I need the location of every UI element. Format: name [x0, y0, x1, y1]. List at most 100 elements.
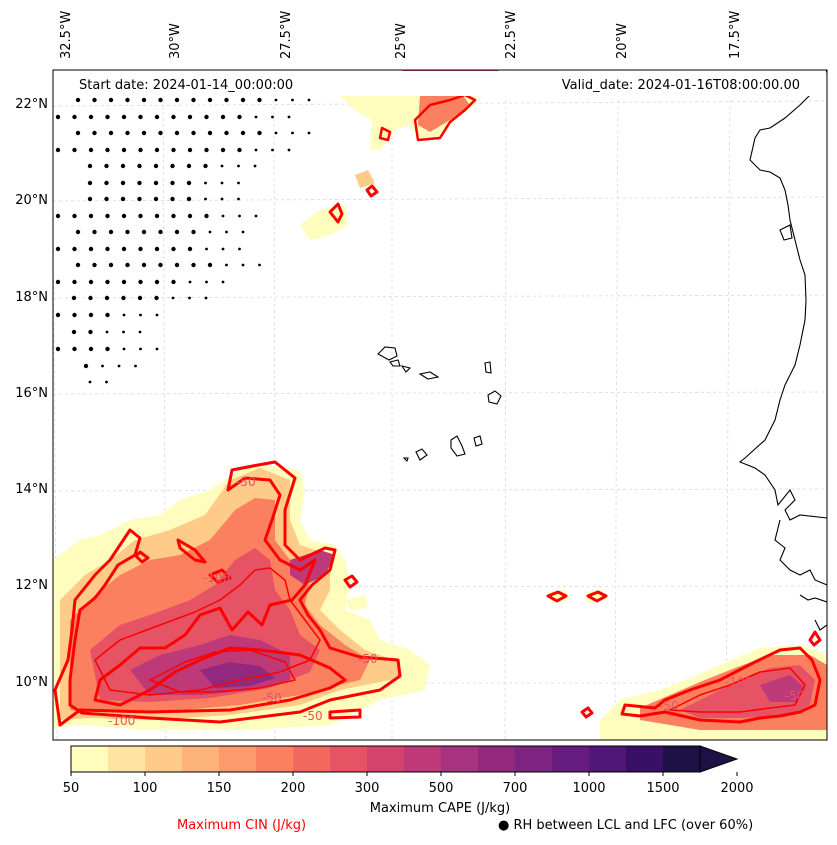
cin-contour-labels: -50 -100 -50 -50 -100 -50 -50 -100 -50	[108, 475, 805, 728]
colorbar-tick-label: 1000	[572, 781, 606, 796]
rh-dot	[220, 147, 226, 153]
rh-dot	[72, 346, 77, 352]
rh-dot	[205, 247, 208, 251]
rh-dot	[155, 313, 159, 317]
rh-dot	[92, 262, 97, 268]
rh-dot	[138, 246, 143, 252]
rh-dot	[221, 214, 225, 218]
rh-dot	[75, 130, 81, 136]
rh-dot	[72, 279, 77, 285]
rh-dot	[105, 213, 110, 219]
rh-dot	[105, 312, 110, 318]
rh-dot	[254, 148, 258, 152]
rh-dot	[174, 229, 180, 235]
rh-dot	[225, 263, 228, 267]
colorbar-tick-label: 300	[354, 781, 380, 796]
rh-legend-label: RH between LCL and LFC (over 60%)	[513, 818, 754, 833]
rh-dot	[170, 196, 175, 202]
rh-dot	[105, 246, 110, 252]
rh-dot	[101, 364, 104, 368]
cin-legend-label: Maximum CIN (J/kg)	[177, 818, 307, 833]
cin-label: -50	[236, 475, 256, 489]
colorbar-swatch	[478, 746, 516, 772]
rh-dot	[240, 130, 246, 136]
rh-dot	[55, 246, 61, 252]
rh-dot	[174, 130, 180, 136]
rh-dot	[92, 229, 97, 235]
lat-label: 18°N	[15, 290, 48, 305]
rh-dot	[83, 363, 89, 369]
lat-label: 22°N	[15, 97, 48, 112]
rh-dot	[241, 263, 245, 267]
cin-label: -50	[262, 691, 282, 705]
rh-dot	[141, 97, 147, 103]
rh-legend: ● RH between LCL and LFC (over 60%)	[498, 818, 753, 833]
rh-dot	[204, 213, 209, 219]
rh-dot	[158, 130, 163, 136]
rh-dot	[120, 180, 126, 186]
rh-dot	[105, 380, 108, 384]
rh-dot	[171, 246, 176, 252]
rh-dot	[241, 230, 245, 234]
colorbar-tick-label: 1500	[646, 781, 680, 796]
rh-dot	[191, 97, 196, 103]
rh-dot	[87, 180, 93, 186]
rh-dot	[171, 296, 175, 300]
cin-label: -50	[303, 709, 323, 723]
rh-dot	[155, 347, 159, 351]
rh-dot	[221, 247, 225, 251]
rh-dot	[253, 164, 257, 168]
rh-dot	[88, 279, 94, 285]
rh-dot	[287, 115, 291, 119]
rh-dot	[254, 214, 258, 218]
rh-dot	[237, 181, 240, 185]
rh-dot	[225, 230, 228, 234]
islands-cape-verde	[377, 346, 502, 463]
rh-dot	[125, 130, 130, 136]
rh-dot	[88, 380, 92, 384]
lat-label: 14°N	[15, 482, 48, 497]
rh-dot	[138, 213, 143, 219]
lon-label: 25°W	[394, 23, 409, 59]
rh-dot	[88, 213, 94, 219]
lon-label: 30°W	[168, 23, 183, 59]
colorbar-tick-label: 150	[206, 781, 232, 796]
rh-dot	[137, 196, 142, 202]
rh-dot	[122, 347, 126, 351]
rh-stippling	[55, 81, 311, 384]
rh-dot	[88, 346, 94, 352]
rh-dot	[240, 97, 246, 103]
lat-label: 12°N	[15, 578, 48, 593]
colorbar-swatch	[404, 746, 442, 772]
map-frame	[52, 69, 828, 741]
cin-label: -50	[358, 652, 378, 666]
rh-dot	[237, 197, 240, 201]
rh-dot	[104, 180, 109, 186]
rh-dot	[204, 147, 209, 153]
rh-dot	[207, 130, 213, 136]
rh-dot	[125, 262, 130, 268]
rh-dot	[121, 114, 127, 120]
rh-dot	[271, 148, 274, 152]
rh-dot	[88, 312, 94, 318]
rh-dot	[274, 98, 278, 102]
rh-dot	[105, 147, 110, 153]
rh-dot	[204, 114, 209, 120]
lon-label: 27.5°W	[279, 10, 294, 59]
rh-dot	[55, 346, 61, 352]
date-banner	[54, 71, 826, 96]
rh-dot	[121, 279, 127, 285]
rh-dot	[187, 147, 193, 153]
rh-dot	[87, 163, 93, 169]
rh-dot	[88, 246, 94, 252]
rh-dot	[120, 163, 126, 169]
rh-dot	[75, 97, 81, 103]
lon-label: 32.5°W	[59, 10, 74, 59]
rh-dot	[122, 313, 126, 317]
lat-label: 20°N	[15, 193, 48, 208]
rh-dot	[71, 295, 77, 301]
rh-dot	[238, 247, 241, 251]
rh-dot	[174, 97, 180, 103]
rh-dot	[287, 148, 291, 152]
